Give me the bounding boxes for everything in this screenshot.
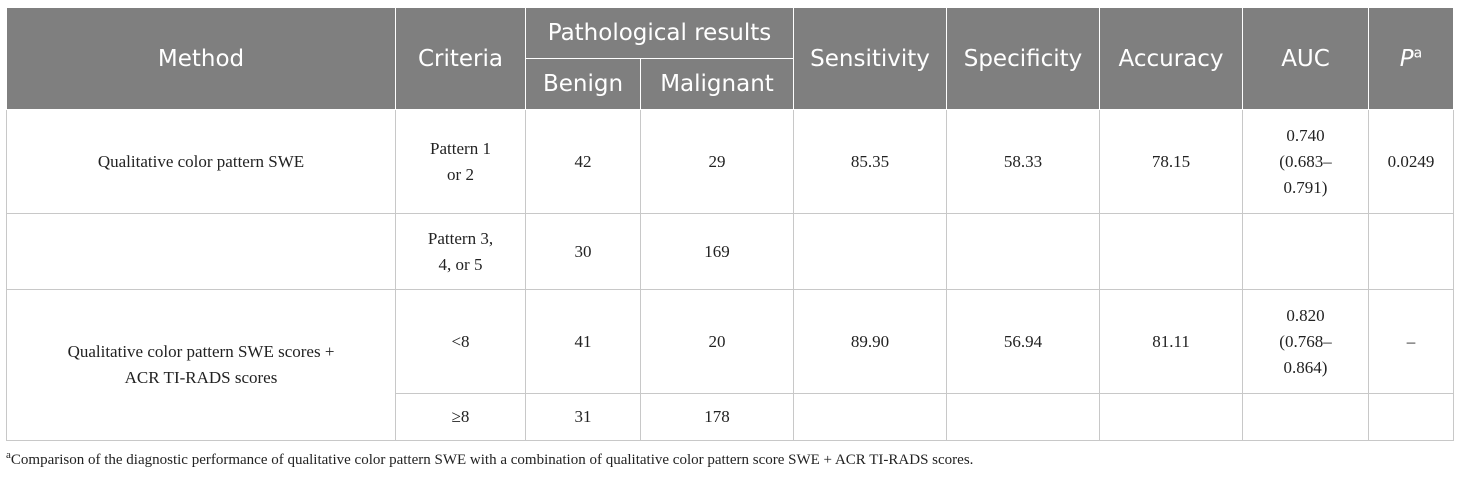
footnote-text: Comparison of the diagnostic performance… <box>10 452 974 468</box>
cell-specificity: 56.94 <box>946 289 1101 394</box>
cell-benign: 31 <box>525 393 641 441</box>
header-malignant: Malignant <box>639 58 795 110</box>
cell-criteria: ≥8 <box>395 393 526 441</box>
auc-line: 0.740 <box>1286 125 1325 145</box>
cell-auc: 0.740 (0.683– 0.791) <box>1242 109 1370 214</box>
cell-auc <box>1242 213 1370 290</box>
cell-criteria: Pattern 3, 4, or 5 <box>395 213 526 290</box>
cell-p-value: – <box>1368 289 1455 394</box>
table-row: Qualitative color pattern SWE Pattern 1 o… <box>6 109 1455 214</box>
cell-p-value: 0.0249 <box>1368 109 1455 214</box>
footnote-marker: a <box>6 449 11 461</box>
cell-accuracy: 81.11 <box>1099 289 1244 394</box>
cell-p-value <box>1368 393 1455 441</box>
table-row: Qualitative color pattern SWE scores + AC… <box>6 289 1455 441</box>
cell-specificity: 58.33 <box>946 109 1101 214</box>
criteria-line: Pattern 1 <box>430 138 491 158</box>
cell-auc <box>1242 393 1370 441</box>
auc-line: (0.768– <box>1279 331 1332 351</box>
header-benign: Benign <box>525 58 641 110</box>
results-table-container: Method Criteria Pathological results Sen… <box>6 7 1455 441</box>
cell-criteria: <8 <box>395 289 526 394</box>
auc-line: (0.683– <box>1279 151 1332 171</box>
header-criteria: Criteria <box>395 7 526 110</box>
method-line: Qualitative color pattern SWE scores + <box>67 342 335 361</box>
cell-accuracy <box>1099 213 1244 290</box>
criteria-line: 4, or 5 <box>438 254 483 274</box>
cell-method: Qualitative color pattern SWE <box>6 109 396 214</box>
cell-accuracy: 78.15 <box>1099 109 1244 214</box>
cell-specificity <box>946 213 1101 290</box>
cell-sensitivity <box>793 213 948 290</box>
method-line: ACR TI-RADS scores <box>124 368 278 387</box>
header-pathological-results: Pathological results <box>524 7 795 59</box>
auc-line: 0.791) <box>1283 177 1328 197</box>
header-auc: AUC <box>1242 7 1370 110</box>
cell-auc: 0.820 (0.768– 0.864) <box>1242 289 1370 394</box>
results-table: Method Criteria Pathological results Sen… <box>6 7 1455 441</box>
header-p-label: P <box>1399 45 1414 72</box>
header-accuracy: Accuracy <box>1099 7 1244 110</box>
cell-benign: 42 <box>525 109 641 214</box>
cell-p-value <box>1368 213 1455 290</box>
auc-line: 0.820 <box>1286 305 1325 325</box>
cell-method: Qualitative color pattern SWE scores + AC… <box>6 289 396 441</box>
cell-specificity <box>946 393 1101 441</box>
header-method: Method <box>6 7 396 110</box>
header-p-value: Pa <box>1368 7 1455 110</box>
header-specificity: Specificity <box>946 7 1101 110</box>
cell-method <box>6 213 396 290</box>
table-row: ≥8 31 178 <box>7 393 1455 441</box>
cell-malignant: 169 <box>639 213 795 290</box>
cell-malignant: 29 <box>639 109 795 214</box>
cell-benign: 30 <box>525 213 641 290</box>
cell-sensitivity <box>793 393 948 441</box>
header-sensitivity: Sensitivity <box>793 7 948 110</box>
cell-criteria: Pattern 1 or 2 <box>395 109 526 214</box>
cell-sensitivity: 89.90 <box>793 289 948 394</box>
criteria-line: or 2 <box>447 164 474 184</box>
criteria-line: Pattern 3, <box>427 228 494 248</box>
table-footnote: aComparison of the diagnostic performanc… <box>6 449 1453 469</box>
table-row: Pattern 3, 4, or 5 30 169 <box>6 213 1455 290</box>
cell-malignant: 20 <box>639 289 795 394</box>
cell-benign: 41 <box>525 289 641 394</box>
auc-line: 0.864) <box>1283 357 1328 377</box>
header-p-superscript: a <box>1413 44 1423 61</box>
cell-malignant: 178 <box>639 393 795 441</box>
cell-accuracy <box>1099 393 1244 441</box>
cell-sensitivity: 85.35 <box>793 109 948 214</box>
